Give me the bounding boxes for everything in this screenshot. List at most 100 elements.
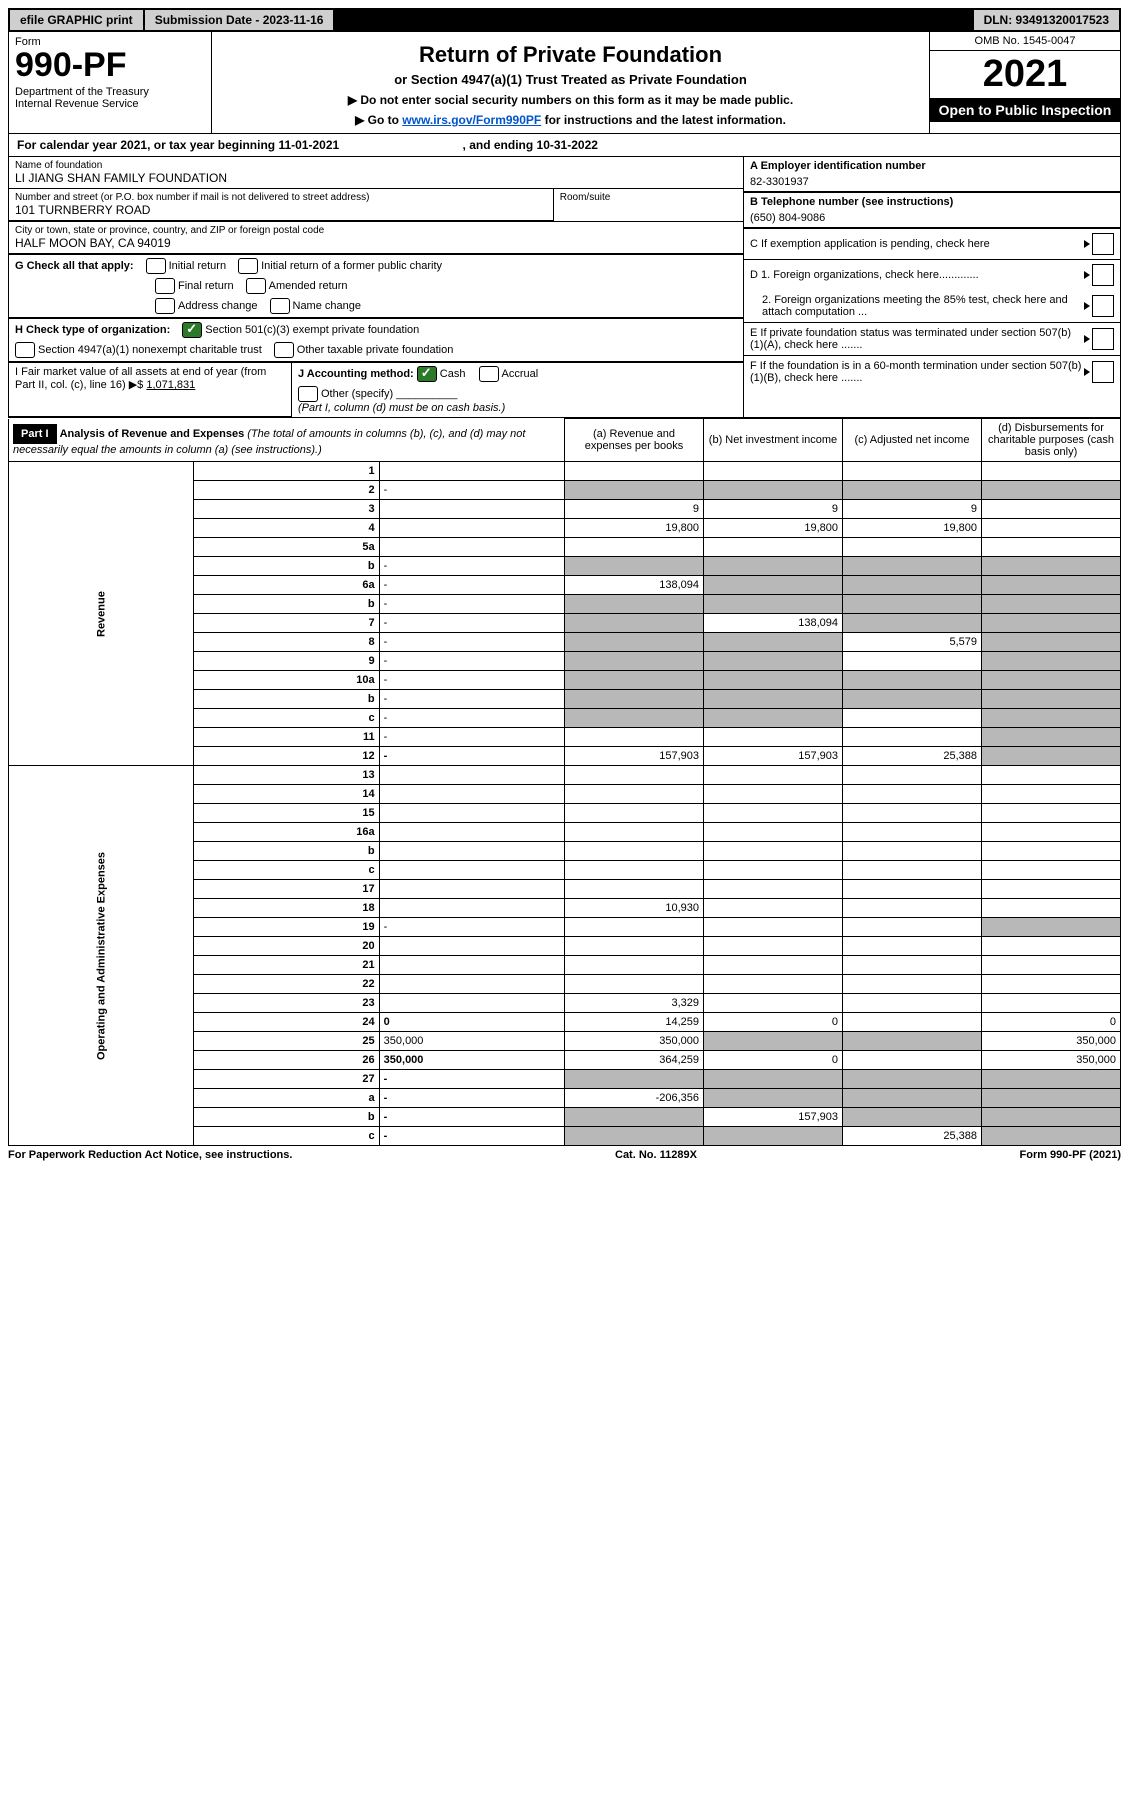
part1-title: Analysis of Revenue and Expenses: [60, 428, 245, 440]
line-desc: [379, 519, 564, 538]
line-number: 9: [194, 652, 379, 671]
line-number: a: [194, 1089, 379, 1108]
line-number: 10a: [194, 671, 379, 690]
col-c-value: [843, 1070, 982, 1089]
col-d-value: [982, 519, 1121, 538]
expenses-label: Operating and Administrative Expenses: [9, 766, 194, 1146]
d1-checkbox[interactable]: [1092, 264, 1114, 286]
col-a-value: [565, 975, 704, 994]
4947-checkbox[interactable]: [15, 342, 35, 358]
line-desc: -: [379, 1070, 564, 1089]
col-d-value: [982, 956, 1121, 975]
line-number: 4: [194, 519, 379, 538]
opt-initial: Initial return: [169, 260, 226, 272]
g-label: G Check all that apply:: [15, 260, 134, 272]
line-desc: -: [379, 633, 564, 652]
e-arrow-icon: [1084, 335, 1090, 343]
line-desc: [379, 880, 564, 899]
name-change-checkbox[interactable]: [270, 298, 290, 314]
line-desc: [379, 766, 564, 785]
instr-1: ▶ Do not enter social security numbers o…: [222, 93, 919, 107]
col-b-value: [704, 481, 843, 500]
c-checkbox[interactable]: [1092, 233, 1114, 255]
col-a-value: [565, 766, 704, 785]
col-d-value: [982, 633, 1121, 652]
revenue-label: Revenue: [9, 462, 194, 766]
col-c-value: [843, 652, 982, 671]
line-desc: -: [379, 918, 564, 937]
final-return-checkbox[interactable]: [155, 278, 175, 294]
line-number: 15: [194, 804, 379, 823]
line-number: 1: [194, 462, 379, 481]
col-b-value: [704, 538, 843, 557]
form-subtitle: or Section 4947(a)(1) Trust Treated as P…: [222, 72, 919, 87]
line-number: 6a: [194, 576, 379, 595]
col-c-value: [843, 1032, 982, 1051]
col-a-value: [565, 880, 704, 899]
other-method-checkbox[interactable]: [298, 386, 318, 402]
col-b-value: [704, 956, 843, 975]
line-desc: 0: [379, 1013, 564, 1032]
col-a-header: (a) Revenue and expenses per books: [565, 419, 704, 462]
line-number: c: [194, 1127, 379, 1146]
line-number: c: [194, 861, 379, 880]
initial-public-checkbox[interactable]: [238, 258, 258, 274]
col-c-value: [843, 614, 982, 633]
col-c-value: [843, 861, 982, 880]
col-c-value: [843, 918, 982, 937]
line-desc: -: [379, 1089, 564, 1108]
col-b-value: 9: [704, 500, 843, 519]
i-value: 1,071,831: [146, 379, 195, 391]
col-c-value: 19,800: [843, 519, 982, 538]
f-label: F If the foundation is in a 60-month ter…: [750, 360, 1084, 384]
line-number: b: [194, 690, 379, 709]
line-desc: -: [379, 557, 564, 576]
line-desc: [379, 785, 564, 804]
col-d-value: [982, 614, 1121, 633]
instr-link[interactable]: www.irs.gov/Form990PF: [402, 113, 541, 127]
col-a-value: [565, 937, 704, 956]
col-c-value: [843, 823, 982, 842]
d2-checkbox[interactable]: [1092, 295, 1114, 317]
col-c-value: [843, 557, 982, 576]
col-b-value: [704, 823, 843, 842]
col-b-value: [704, 842, 843, 861]
i-label: I Fair market value of all assets at end…: [15, 366, 266, 391]
col-b-value: [704, 880, 843, 899]
opt-4947: Section 4947(a)(1) nonexempt charitable …: [38, 344, 262, 356]
cash-checkbox[interactable]: [417, 366, 437, 382]
dept-label: Department of the Treasury Internal Reve…: [15, 86, 205, 110]
col-b-value: [704, 861, 843, 880]
col-d-value: [982, 595, 1121, 614]
col-b-value: [704, 785, 843, 804]
e-label: E If private foundation status was termi…: [750, 327, 1084, 351]
line-desc: [379, 861, 564, 880]
col-d-value: [982, 880, 1121, 899]
col-b-value: 0: [704, 1013, 843, 1032]
col-c-value: [843, 690, 982, 709]
line-desc: 350,000: [379, 1051, 564, 1070]
footer: For Paperwork Reduction Act Notice, see …: [8, 1146, 1121, 1164]
col-c-value: [843, 1051, 982, 1070]
col-d-value: [982, 766, 1121, 785]
line-desc: [379, 538, 564, 557]
line-desc: 350,000: [379, 1032, 564, 1051]
amended-checkbox[interactable]: [246, 278, 266, 294]
col-b-value: 0: [704, 1051, 843, 1070]
col-d-value: [982, 557, 1121, 576]
f-checkbox[interactable]: [1092, 361, 1114, 383]
address-change-checkbox[interactable]: [155, 298, 175, 314]
other-taxable-checkbox[interactable]: [274, 342, 294, 358]
501c3-checkbox[interactable]: [182, 322, 202, 338]
col-d-value: [982, 671, 1121, 690]
col-a-value: [565, 538, 704, 557]
accrual-checkbox[interactable]: [479, 366, 499, 382]
f-arrow-icon: [1084, 368, 1090, 376]
name-label: Name of foundation: [15, 160, 737, 171]
line-number: 16a: [194, 823, 379, 842]
initial-return-checkbox[interactable]: [146, 258, 166, 274]
e-checkbox[interactable]: [1092, 328, 1114, 350]
omb-number: OMB No. 1545-0047: [930, 32, 1120, 51]
opt-cash: Cash: [440, 368, 466, 380]
col-a-value: [565, 481, 704, 500]
